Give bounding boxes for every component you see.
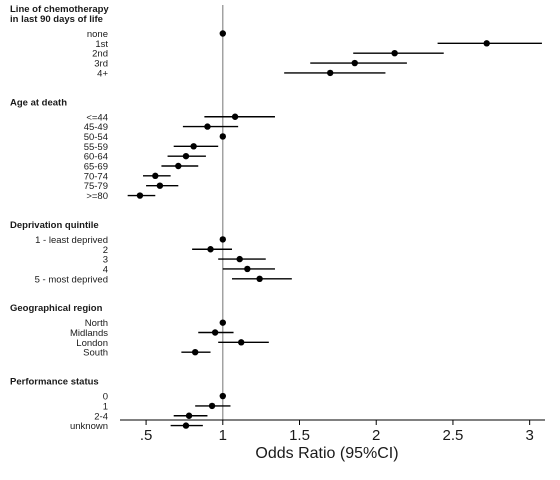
row-label: 2nd	[92, 49, 108, 60]
row-label: none	[87, 29, 108, 40]
x-tick-label: .5	[140, 427, 153, 444]
row-label: 2-4	[94, 411, 108, 422]
x-axis-label: Odds Ratio (95%CI)	[255, 445, 398, 462]
odds-ratio-point	[236, 255, 243, 263]
row-label: 55-59	[84, 142, 108, 153]
group-title: Deprivation quintile	[10, 220, 99, 231]
odds-ratio-point	[351, 59, 358, 67]
odds-ratio-point	[326, 69, 334, 77]
x-tick-label: 1.5	[289, 427, 310, 444]
odds-ratio-point	[219, 30, 226, 37]
row-label: 0	[103, 392, 108, 403]
odds-ratio-point	[204, 123, 211, 130]
row-label: 60-64	[84, 152, 108, 163]
row-label: 1	[103, 401, 108, 412]
row-label: Midlands	[70, 328, 108, 339]
group-title: Line of chemotherapy	[10, 4, 109, 15]
x-tick-label: 3	[525, 427, 533, 444]
row-label: London	[76, 338, 108, 349]
row-label: 45-49	[84, 122, 108, 133]
row-label: 3	[103, 255, 108, 266]
row-label: 4	[103, 264, 108, 275]
odds-ratio-point	[185, 412, 193, 419]
x-tick-label: 2	[372, 427, 380, 444]
group-title: Age at death	[10, 97, 67, 108]
row-label: South	[83, 348, 108, 359]
odds-ratio-point	[219, 392, 226, 400]
odds-ratio-point	[219, 319, 226, 326]
group-title: in last 90 days of life	[10, 14, 103, 25]
odds-ratio-point	[152, 172, 159, 180]
odds-ratio-point	[190, 143, 197, 150]
row-label: 5 - most deprived	[35, 274, 108, 285]
group-title: Performance status	[10, 377, 99, 388]
row-label: 75-79	[84, 181, 108, 192]
odds-ratio-point	[244, 265, 251, 273]
row-label: 1st	[95, 39, 108, 50]
x-tick-label: 1	[219, 427, 227, 444]
row-label: 4+	[97, 68, 108, 79]
row-label: 2	[103, 245, 108, 256]
odds-ratio-point	[231, 113, 239, 120]
row-label: <=44	[86, 112, 108, 123]
odds-ratio-point	[238, 339, 245, 346]
odds-ratio-point	[136, 192, 144, 199]
row-label: North	[85, 318, 108, 329]
row-label: 50-54	[84, 132, 108, 143]
odds-ratio-point	[483, 40, 490, 47]
row-label: 1 - least deprived	[35, 235, 108, 246]
odds-ratio-point	[156, 182, 164, 189]
estimates-layer	[127, 30, 542, 429]
row-label: >=80	[86, 191, 108, 202]
odds-ratio-point	[219, 236, 226, 243]
row-label: 3rd	[94, 59, 108, 70]
group-title: Geographical region	[10, 303, 103, 314]
odds-ratio-point	[208, 402, 216, 410]
odds-ratio-point	[175, 162, 182, 170]
odds-ratio-point	[219, 133, 226, 140]
row-label: 65-69	[84, 162, 108, 173]
odds-ratio-point	[182, 152, 190, 160]
odds-ratio-point	[391, 50, 398, 57]
odds-ratio-point	[211, 329, 219, 336]
odds-ratio-point	[182, 422, 190, 429]
odds-ratio-point	[256, 275, 263, 282]
odds-ratio-point	[191, 349, 199, 356]
odds-ratio-point	[207, 246, 214, 253]
x-axis: .5 1 1.5 2 2.5 3	[120, 419, 545, 444]
x-tick-label: 2.5	[443, 427, 464, 444]
row-label: unknown	[70, 421, 108, 432]
row-label: 70-74	[84, 171, 108, 182]
